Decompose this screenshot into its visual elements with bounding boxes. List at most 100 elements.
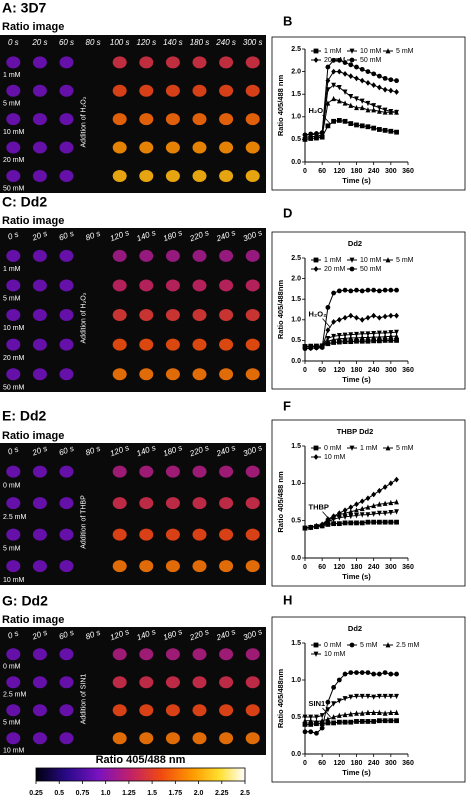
cell-image	[6, 528, 21, 541]
marker	[376, 709, 382, 715]
cell-image	[59, 169, 74, 182]
marker	[348, 520, 354, 526]
marker	[382, 86, 388, 93]
marker	[319, 721, 325, 727]
marker	[394, 333, 399, 339]
cell-image	[32, 141, 47, 154]
cell-image	[165, 732, 180, 745]
marker	[365, 512, 371, 518]
cell-image	[112, 309, 127, 322]
cell-image	[112, 528, 127, 541]
marker	[336, 68, 342, 75]
x-axis-label: Time (s)	[342, 375, 371, 384]
cell-image	[112, 560, 127, 573]
annotation: H₂O₂	[309, 106, 327, 115]
marker	[365, 519, 371, 525]
marker	[371, 694, 377, 700]
legend-marker	[313, 266, 319, 272]
cell-image	[219, 279, 234, 292]
marker	[371, 287, 377, 293]
marker	[376, 338, 382, 344]
annotation: SIN1	[309, 699, 326, 708]
marker	[371, 511, 377, 517]
marker	[354, 670, 359, 675]
marker	[371, 312, 377, 319]
colorbar-tick-label: 1.5	[147, 790, 157, 797]
marker	[336, 335, 342, 342]
colorbar-label: Ratio 405/488 nm	[96, 754, 186, 766]
cell-image	[32, 497, 47, 510]
cell-image	[192, 169, 207, 182]
marker	[331, 714, 337, 720]
marker	[365, 670, 371, 675]
cell-image	[165, 497, 180, 510]
annotation-arrow	[322, 511, 331, 521]
cell-image	[192, 368, 207, 381]
panel-subtitle: Ratio image	[2, 215, 64, 227]
marker	[342, 100, 348, 106]
cell-image	[245, 279, 260, 292]
time-label: 0 s	[7, 230, 20, 242]
marker	[365, 100, 371, 107]
marker	[314, 718, 319, 724]
marker	[325, 327, 331, 333]
cell-image	[165, 113, 180, 126]
marker	[342, 520, 348, 526]
marker	[359, 719, 365, 724]
marker	[336, 118, 342, 123]
cell-image	[6, 84, 21, 97]
cell-image	[6, 465, 21, 478]
cell-image	[112, 732, 127, 745]
cell-image	[139, 560, 154, 573]
cell-image	[219, 676, 234, 689]
cell-image	[219, 84, 234, 97]
row-label: 50 mM	[3, 384, 25, 391]
y-tick-label: 1.0	[291, 677, 301, 684]
marker	[394, 718, 399, 724]
y-tick-label: 0.0	[291, 358, 301, 365]
y-axis-label: Ratio 405/488nm	[276, 669, 285, 729]
marker	[394, 709, 399, 715]
marker	[388, 671, 394, 677]
cell-image	[165, 704, 180, 717]
marker	[359, 288, 365, 294]
marker	[382, 500, 388, 506]
marker	[308, 729, 314, 735]
cell-image	[112, 56, 127, 69]
marker	[365, 314, 371, 321]
cell-image	[192, 732, 207, 745]
marker	[376, 127, 382, 132]
x-tick-label: 120	[333, 564, 345, 571]
cell-image	[165, 84, 180, 97]
x-axis-label: Time (s)	[342, 572, 371, 581]
marker	[388, 109, 394, 115]
marker	[365, 504, 371, 510]
cell-image	[32, 732, 47, 745]
marker	[382, 287, 388, 293]
y-tick-label: 1.5	[291, 443, 301, 450]
marker	[342, 70, 348, 77]
cell-image	[112, 368, 127, 381]
cell-image	[245, 141, 260, 154]
cell-image	[59, 338, 74, 351]
chart-title: THBP Dd2	[337, 427, 374, 436]
marker	[388, 338, 394, 343]
y-tick-label: 0.5	[291, 337, 301, 344]
marker	[354, 513, 359, 519]
marker	[319, 717, 325, 724]
row-label: 50 mM	[3, 186, 25, 193]
marker	[319, 345, 325, 350]
cell-image	[245, 56, 260, 69]
marker	[394, 476, 399, 483]
marker	[382, 693, 388, 700]
marker	[302, 717, 308, 724]
marker	[302, 722, 308, 727]
marker	[331, 118, 337, 124]
x-tick-label: 360	[402, 367, 414, 374]
marker	[371, 107, 377, 113]
x-axis-label: Time (s)	[342, 176, 371, 185]
marker	[319, 521, 325, 528]
marker	[348, 62, 354, 68]
marker	[376, 314, 382, 321]
marker	[376, 519, 382, 525]
